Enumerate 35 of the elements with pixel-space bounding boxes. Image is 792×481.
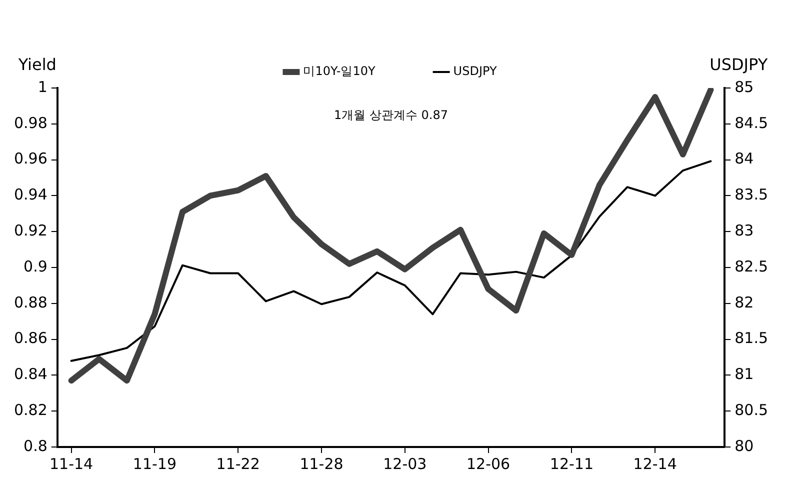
legend-label: USDJPY	[453, 64, 498, 78]
y-axis-title: Yield	[17, 55, 56, 74]
y2-tick-label: 83.5	[734, 186, 768, 204]
y2-tick-label: 80.5	[734, 400, 768, 419]
y-tick-label: 0.88	[14, 293, 48, 312]
y2-tick-label: 81	[734, 365, 754, 384]
x-tick-label: 12-03	[383, 454, 427, 473]
y2-tick-label: 82	[734, 293, 754, 312]
x-tick-label: 12-14	[633, 454, 677, 473]
y2-tick-label: 81.5	[734, 329, 768, 348]
y-tick-label: 0.92	[14, 221, 48, 240]
y-tick-label: 0.9	[24, 257, 48, 276]
y2-tick-label: 85	[734, 78, 754, 96]
y-tick-label: 0.82	[14, 400, 48, 419]
y2-tick-label: 84	[734, 150, 754, 168]
x-tick-label: 12-11	[550, 454, 594, 473]
y-tick-label: 0.84	[14, 365, 48, 384]
x-tick-label: 11-22	[216, 454, 260, 473]
y-tick-label: 0.98	[14, 114, 48, 132]
y2-axis-title: USDJPY	[710, 55, 768, 74]
x-tick-label: 11-14	[50, 454, 94, 473]
x-tick-label: 11-19	[132, 454, 176, 473]
x-tick-label: 11-28	[300, 454, 344, 473]
annotation: 1개월 상관계수 0.87	[334, 108, 448, 122]
x-tick-label: 12-06	[466, 454, 510, 473]
y-tick-label: 0.94	[14, 186, 48, 204]
y-tick-label: 0.86	[14, 329, 48, 348]
y-tick-label: 0.96	[14, 150, 48, 168]
y-tick-label: 0.8	[24, 436, 48, 455]
y2-tick-label: 80	[734, 436, 754, 455]
legend-label: 미10Y-일10Y	[303, 64, 376, 78]
y2-tick-label: 82.5	[734, 257, 768, 276]
y-tick-label: 1	[38, 78, 48, 96]
y2-tick-label: 84.5	[734, 114, 768, 132]
y2-tick-label: 83	[734, 221, 754, 240]
